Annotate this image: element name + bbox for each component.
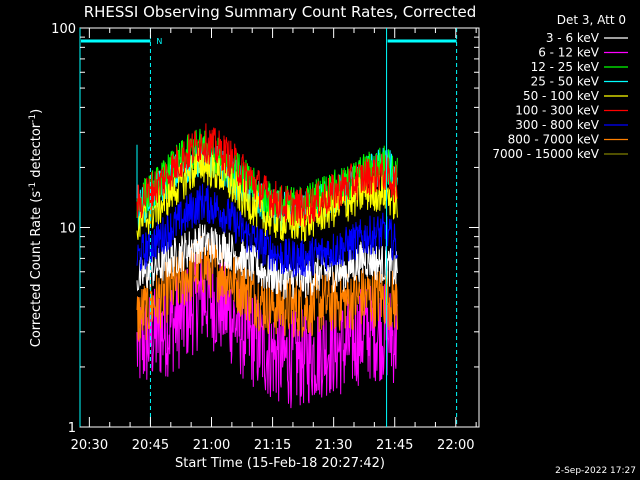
y-tick-label: 10 <box>59 222 76 237</box>
x-tick-label: 21:15 <box>254 438 291 453</box>
y-axis-label-start: Corrected Count Rate (s <box>29 191 44 348</box>
series-line <box>136 252 398 409</box>
legend-label: 6 - 12 keV <box>538 46 600 60</box>
y-tick-label: 1 <box>68 421 76 436</box>
y-axis-label-end: ) <box>29 109 44 114</box>
night-flag-layer: N <box>81 37 457 46</box>
x-tick-label: 21:45 <box>376 438 413 453</box>
y-tick-label: 100 <box>51 22 76 37</box>
y-axis-label: Corrected Count Rate (s-1 detector-1) <box>28 109 44 347</box>
y-axis-ticks: 1 10 100 <box>51 22 479 436</box>
series-layer <box>136 123 398 409</box>
generated-timestamp: 2-Sep-2022 17:27 <box>555 466 636 476</box>
chart-title: RHESSI Observing Summary Count Rates, Co… <box>84 3 477 21</box>
legend-label: 3 - 6 keV <box>546 31 600 45</box>
legend-label: 7000 - 15000 keV <box>492 147 599 161</box>
x-tick-label: 21:00 <box>193 438 230 453</box>
series-line <box>136 183 398 278</box>
legend-label: 800 - 7000 keV <box>508 133 600 147</box>
y-axis-label-sup2: -1 <box>28 114 38 123</box>
series-line <box>136 123 398 227</box>
x-tick-label: 20:45 <box>132 438 169 453</box>
x-tick-label: 21:30 <box>315 438 352 453</box>
legend-label: 100 - 300 keV <box>515 104 599 118</box>
x-tick-label: 20:30 <box>71 438 108 453</box>
x-axis-ticks: 20:30 20:45 21:00 21:15 21:30 21:45 22:00 <box>71 28 477 453</box>
marker-layer <box>79 28 458 427</box>
x-axis-label: Start Time (15-Feb-18 20:27:42) <box>175 456 385 471</box>
night-flag-label: N <box>156 37 162 46</box>
y-axis-label-mid: detector <box>29 122 44 182</box>
legend-title: Det 3, Att 0 <box>557 13 626 27</box>
legend-label: 25 - 50 keV <box>531 75 600 89</box>
legend-label: 50 - 100 keV <box>523 89 600 103</box>
legend-label: 12 - 25 keV <box>531 60 600 74</box>
y-axis-label-sup1: -1 <box>28 182 38 191</box>
legend-label: 300 - 800 keV <box>515 118 599 132</box>
x-tick-label: 22:00 <box>437 438 474 453</box>
series-line <box>136 223 398 300</box>
